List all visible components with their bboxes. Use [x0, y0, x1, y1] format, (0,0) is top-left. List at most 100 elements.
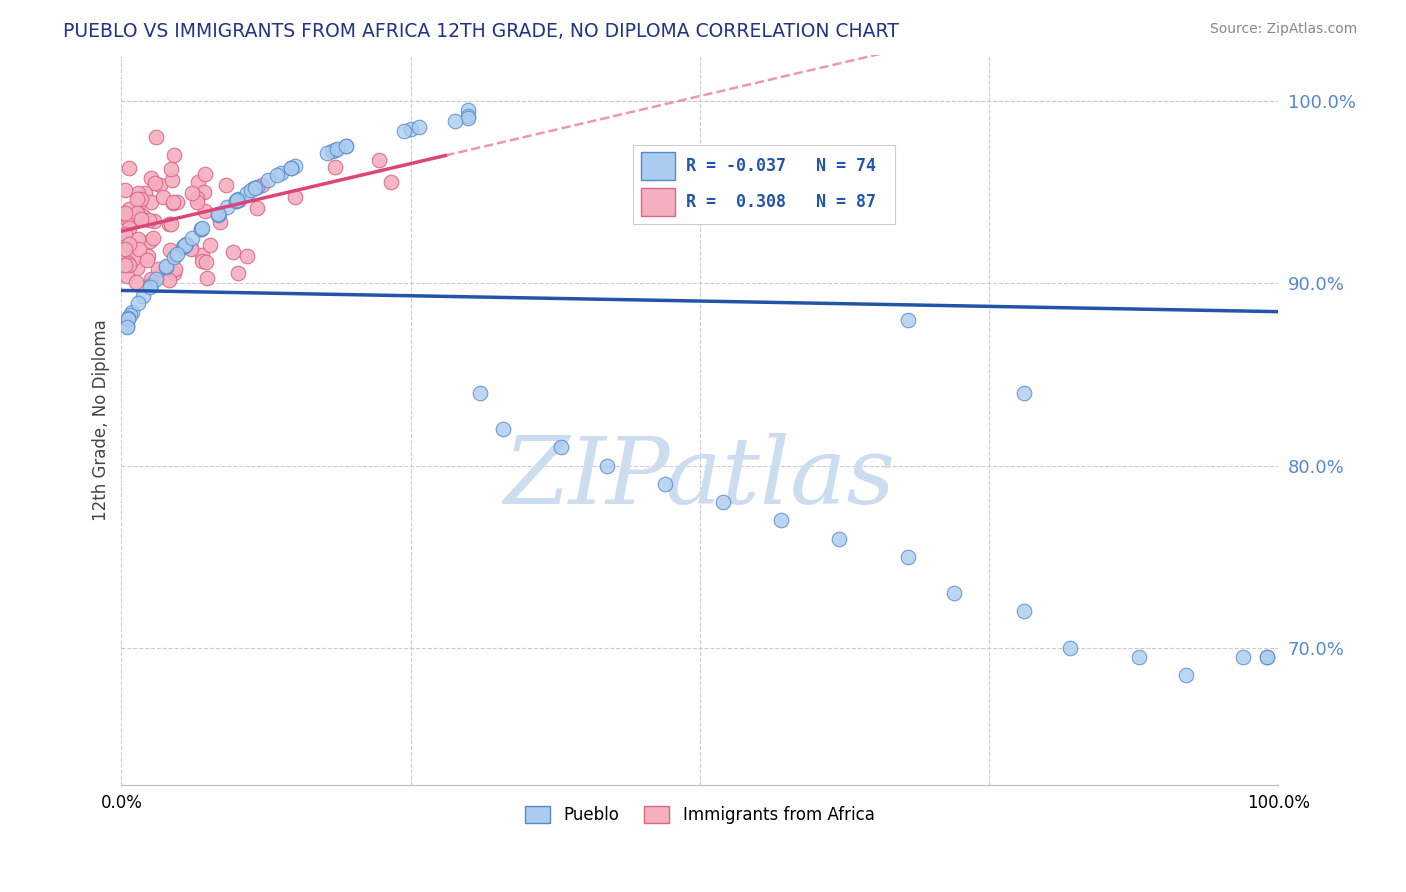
Point: [128, 195, 150, 210]
Point: [457, 111, 479, 125]
Point: [118, 308, 141, 322]
Point: [129, 209, 152, 223]
Point: [243, 181, 266, 195]
Point: [550, 440, 572, 454]
Point: [114, 245, 136, 260]
Point: [326, 142, 349, 156]
Point: [280, 161, 302, 176]
Point: [399, 122, 422, 136]
Point: [134, 186, 156, 200]
Text: PUEBLO VS IMMIGRANTS FROM AFRICA 12TH GRADE, NO DIPLOMA CORRELATION CHART: PUEBLO VS IMMIGRANTS FROM AFRICA 12TH GR…: [63, 22, 900, 41]
Point: [114, 236, 136, 251]
Point: [121, 212, 143, 227]
Point: [141, 171, 163, 186]
Point: [127, 205, 149, 219]
Point: [827, 532, 849, 546]
Point: [769, 513, 792, 527]
Point: [284, 190, 307, 204]
Point: [195, 255, 218, 269]
Point: [132, 289, 155, 303]
Point: [180, 243, 202, 257]
Point: [1232, 650, 1254, 665]
Point: [148, 178, 170, 192]
Point: [392, 123, 415, 137]
Point: [209, 215, 232, 229]
Point: [157, 217, 180, 231]
Point: [163, 250, 186, 264]
Point: [115, 320, 138, 334]
Text: R =  0.308   N = 87: R = 0.308 N = 87: [686, 193, 876, 211]
Point: [115, 209, 138, 223]
Point: [128, 242, 150, 256]
Point: [114, 209, 136, 223]
Point: [190, 222, 212, 236]
Point: [174, 237, 197, 252]
Text: ZIPatlas: ZIPatlas: [503, 434, 896, 524]
Point: [235, 249, 257, 263]
Point: [207, 207, 229, 221]
Point: [162, 194, 184, 209]
Point: [225, 194, 247, 208]
Point: [250, 178, 273, 192]
Point: [160, 173, 183, 187]
Point: [1174, 668, 1197, 682]
Point: [408, 120, 430, 135]
Point: [198, 238, 221, 252]
Point: [125, 275, 148, 289]
Point: [118, 161, 141, 176]
Point: [114, 206, 136, 220]
Point: [127, 232, 149, 246]
Point: [138, 213, 160, 227]
Point: [152, 189, 174, 203]
Point: [125, 261, 148, 276]
Point: [284, 159, 307, 173]
Text: R = -0.037   N = 74: R = -0.037 N = 74: [686, 157, 876, 175]
Point: [323, 143, 346, 157]
Point: [146, 262, 169, 277]
Point: [191, 254, 214, 268]
Point: [193, 185, 215, 199]
Point: [145, 176, 167, 190]
Point: [222, 244, 245, 259]
Point: [226, 192, 249, 206]
Point: [159, 244, 181, 258]
Point: [225, 194, 247, 208]
Point: [316, 145, 339, 160]
Point: [207, 207, 229, 221]
Point: [165, 261, 187, 276]
Point: [654, 476, 676, 491]
Point: [162, 147, 184, 161]
Point: [711, 495, 734, 509]
Point: [186, 194, 208, 209]
Point: [122, 252, 145, 266]
Point: [897, 549, 920, 564]
Point: [215, 178, 238, 193]
Point: [191, 221, 214, 235]
Point: [181, 186, 204, 200]
Point: [136, 252, 159, 267]
Point: [157, 273, 180, 287]
Point: [138, 279, 160, 293]
Point: [1012, 605, 1035, 619]
Point: [121, 304, 143, 318]
Point: [163, 266, 186, 280]
Point: [280, 161, 302, 175]
Point: [187, 175, 209, 189]
Point: [172, 240, 194, 254]
Point: [943, 586, 966, 600]
Point: [240, 183, 263, 197]
Point: [139, 278, 162, 293]
Point: [166, 194, 188, 209]
Bar: [641, 188, 675, 216]
Point: [457, 103, 479, 118]
Point: [139, 194, 162, 209]
Point: [118, 221, 141, 235]
Point: [596, 458, 619, 473]
Point: [155, 260, 177, 274]
Point: [173, 238, 195, 252]
Point: [226, 193, 249, 207]
Point: [245, 180, 267, 194]
Point: [118, 202, 141, 216]
Point: [217, 200, 239, 214]
Point: [186, 191, 208, 205]
